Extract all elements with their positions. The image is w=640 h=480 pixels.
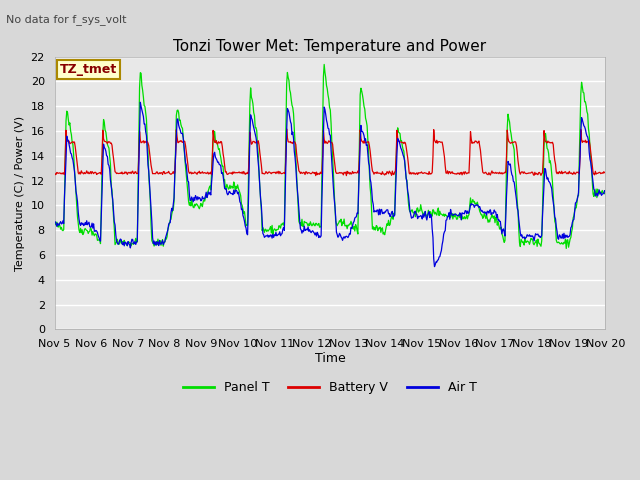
Title: Tonzi Tower Met: Temperature and Power: Tonzi Tower Met: Temperature and Power (173, 39, 486, 54)
Text: TZ_tmet: TZ_tmet (60, 63, 117, 76)
Y-axis label: Temperature (C) / Power (V): Temperature (C) / Power (V) (15, 115, 25, 271)
Legend: Panel T, Battery V, Air T: Panel T, Battery V, Air T (178, 376, 482, 399)
X-axis label: Time: Time (314, 352, 346, 365)
Text: No data for f_sys_volt: No data for f_sys_volt (6, 14, 127, 25)
